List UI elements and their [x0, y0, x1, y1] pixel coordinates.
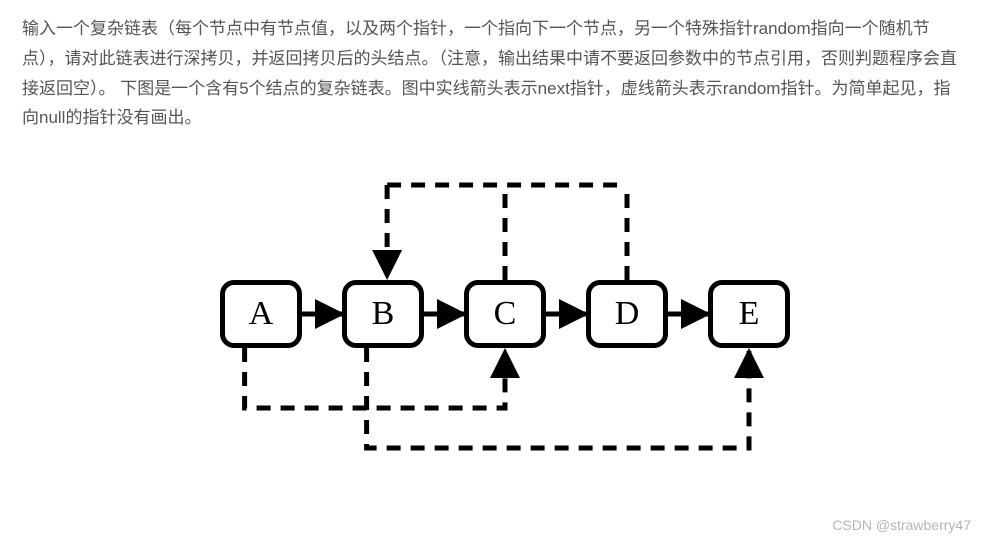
- node-e: E: [708, 280, 790, 348]
- random-edge: [367, 348, 749, 448]
- problem-description: 输入一个复杂链表（每个节点中有节点值，以及两个指针，一个指向下一个节点，另一个特…: [0, 0, 983, 133]
- watermark-text: CSDN @strawberry47: [832, 517, 971, 533]
- description-text: 输入一个复杂链表（每个节点中有节点值，以及两个指针，一个指向下一个节点，另一个特…: [22, 19, 957, 127]
- node-b: B: [342, 280, 424, 348]
- linked-list-diagram: ABCDE: [220, 170, 790, 470]
- node-d: D: [586, 280, 668, 348]
- random-edge: [245, 348, 505, 408]
- watermark: CSDN @strawberry47: [832, 517, 971, 533]
- node-c: C: [464, 280, 546, 348]
- node-a: A: [220, 280, 302, 348]
